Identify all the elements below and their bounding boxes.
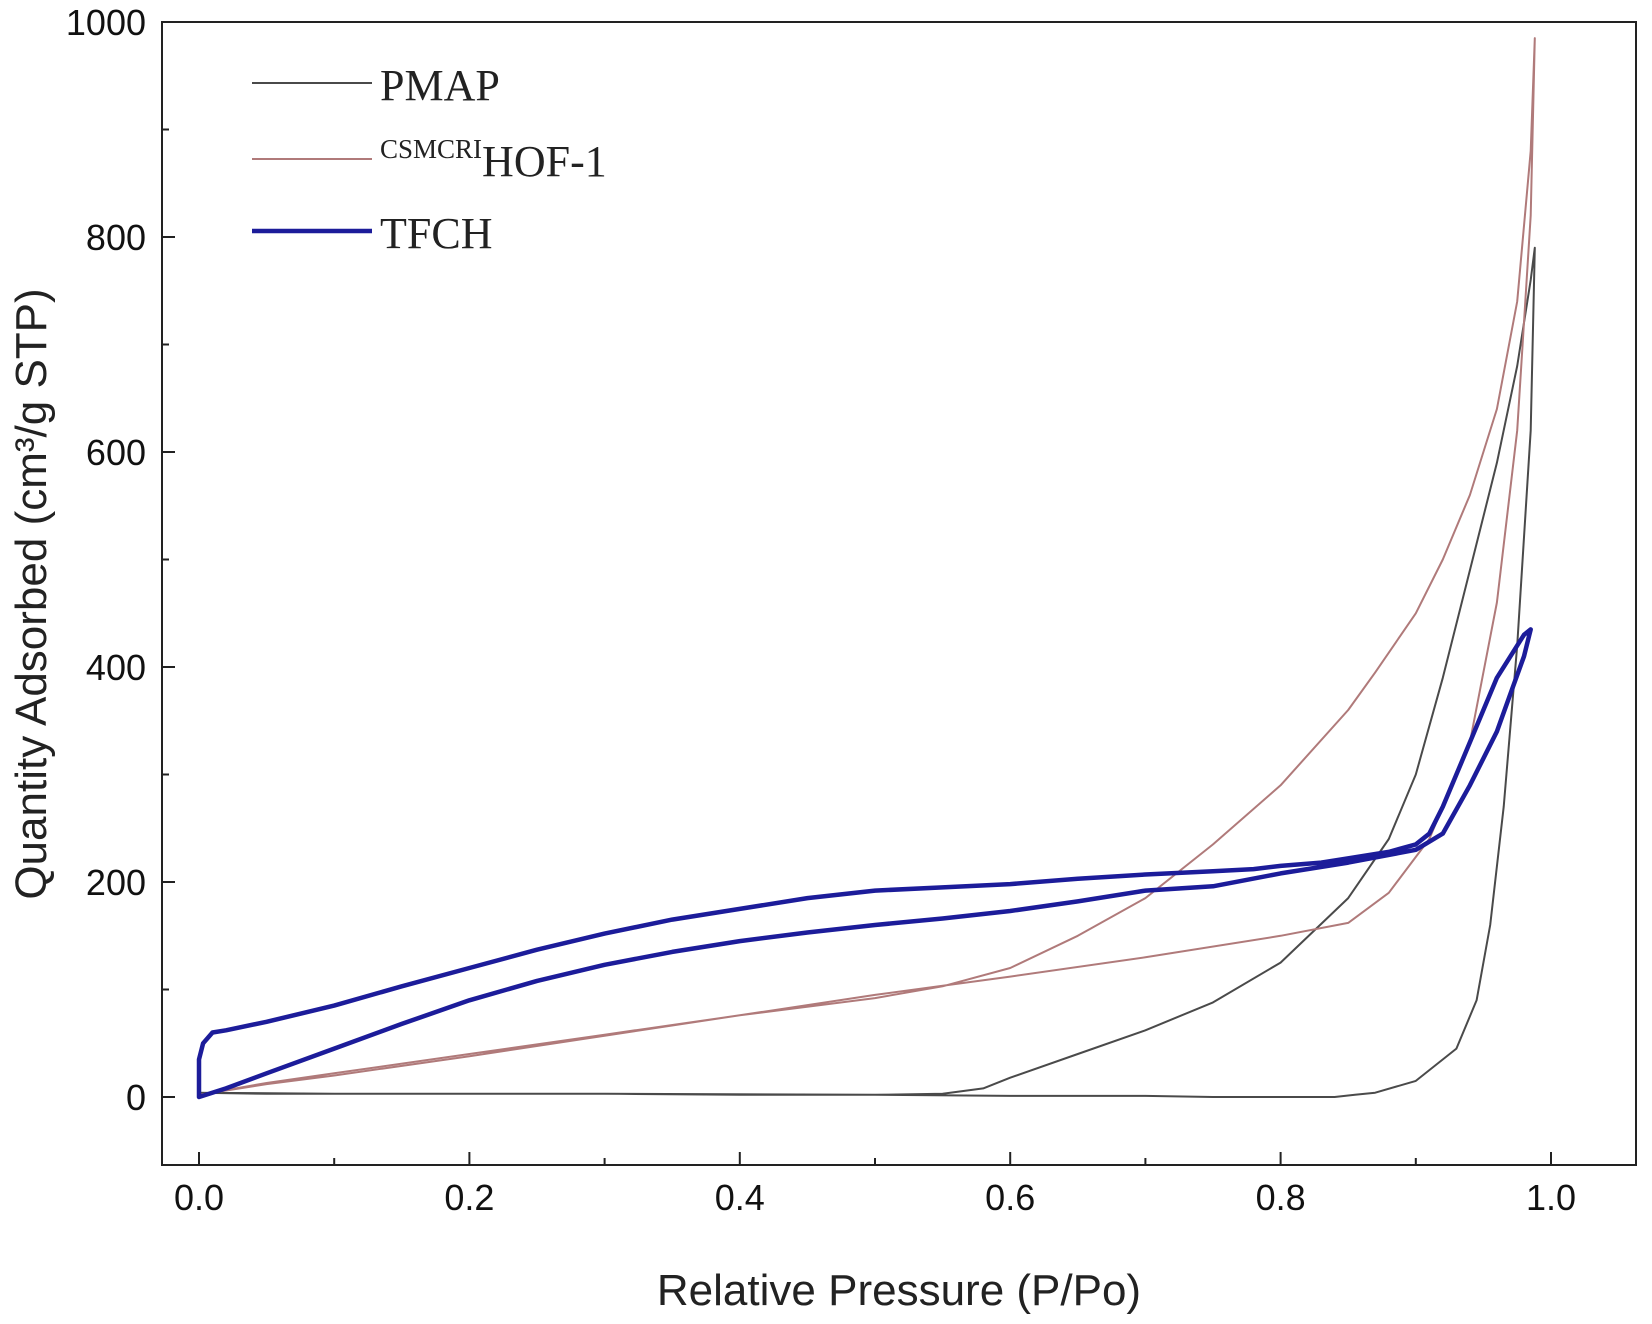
y-tick-label: 200 — [86, 862, 146, 903]
x-tick-label: 0.4 — [715, 1177, 765, 1218]
legend-label-pmap: PMAP — [380, 61, 500, 110]
x-tick-label: 0.2 — [444, 1177, 494, 1218]
x-tick-label: 1.0 — [1526, 1177, 1576, 1218]
series-line-csmcri-hof-1 — [198, 37, 1536, 1096]
legend: PMAP CSMCRIHOF-1 TFCH — [252, 61, 607, 258]
y-tick-label: 1000 — [66, 2, 146, 43]
x-axis-label: Relative Pressure (P/Po) — [657, 1266, 1141, 1315]
y-axis-ticks: 0 200 400 600 800 1000 — [66, 2, 175, 1118]
x-tick-label: 0.6 — [985, 1177, 1035, 1218]
y-tick-label: 800 — [86, 217, 146, 258]
x-tick-label: 0.0 — [174, 1177, 224, 1218]
series-lines — [196, 37, 1536, 1100]
x-tick-label: 0.8 — [1256, 1177, 1306, 1218]
plot-frame — [161, 21, 1637, 1166]
y-tick-label: 600 — [86, 432, 146, 473]
x-axis-ticks: 0.0 0.2 0.4 0.6 0.8 1.0 — [174, 1152, 1576, 1218]
y-axis-label: Quantity Adsorbed (cm³/g STP) — [7, 288, 56, 899]
y-tick-label: 0 — [126, 1077, 146, 1118]
series-line-pmap — [198, 246, 1536, 1098]
legend-label-tfch: TFCH — [380, 209, 492, 258]
y-tick-label: 400 — [86, 647, 146, 688]
legend-label-hof1: CSMCRIHOF-1 — [380, 134, 607, 186]
series-line-tfch — [196, 627, 1533, 1100]
